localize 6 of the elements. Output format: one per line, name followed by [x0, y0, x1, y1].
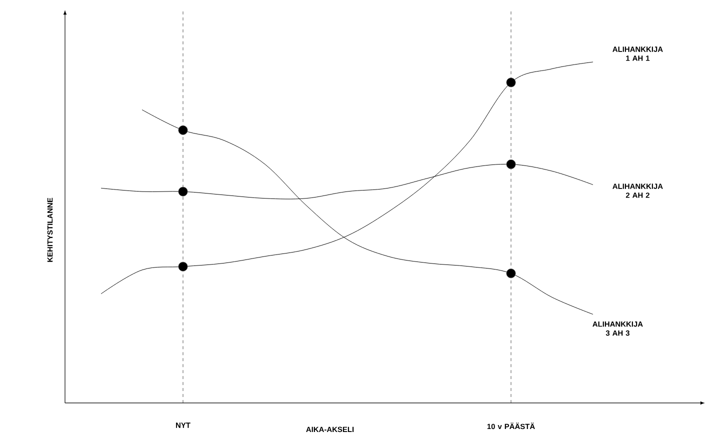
point: [506, 159, 516, 170]
point: [506, 78, 516, 88]
point: [506, 268, 516, 278]
point: [178, 262, 188, 272]
point: [178, 125, 188, 135]
point: [178, 186, 188, 196]
